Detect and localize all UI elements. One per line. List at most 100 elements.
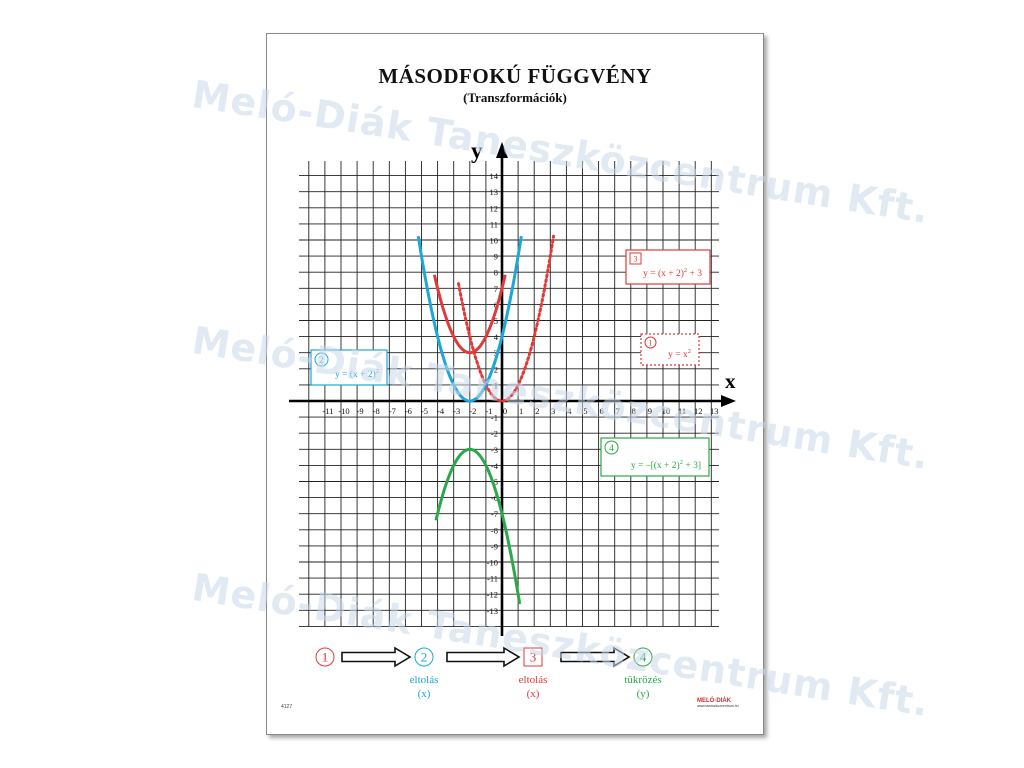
curve-4: [434, 447, 522, 605]
function-plot: xy-11 -10 -9 -8 -7 -6 -5 -4 -3 -2 -1 0 1 2 3 4 5 6 7 8 9 10 11…: [289, 138, 736, 700]
y-tick-label: -3: [491, 445, 498, 455]
legend-badge-number: 2: [319, 356, 324, 366]
transformation-flow: 1 2 3 4 eltolás (x) eltolás (x) tükrözés (y): [315, 646, 662, 700]
flow-sublabel: (y): [637, 688, 650, 700]
legend-formula: y = (x + 2)2: [335, 368, 379, 380]
x-tick-label: -7: [389, 406, 396, 416]
grid: [299, 161, 719, 627]
y-tick-label: 5: [494, 316, 498, 326]
legend-badge-number: 3: [634, 254, 638, 263]
y-tick-label: 13: [490, 187, 499, 197]
flow-step-1-number: 1: [322, 650, 329, 665]
flow-arrow-3: [560, 646, 631, 668]
y-tick-label: -11: [487, 574, 498, 584]
flow-arrow-2: [446, 646, 521, 668]
legend-badge-frame: [629, 252, 642, 265]
flow-label: tükrözés: [624, 674, 661, 686]
flow-step-3-number: 3: [530, 650, 537, 665]
y-tick-label: -6: [491, 493, 498, 503]
x-tick-label: 4: [567, 406, 572, 416]
logo-main-text: MELÓ-DIÁK: [697, 698, 731, 704]
x-axis-arrow: [721, 395, 736, 407]
y-tick-label: -1: [491, 413, 498, 423]
x-tick-label: 6: [599, 406, 603, 416]
x-tick-label: -2: [469, 406, 476, 416]
legend-badge-number: 4: [609, 444, 614, 454]
legend-box-1: 1 y = x2: [640, 333, 700, 366]
y-tick-label: 9: [494, 252, 498, 262]
x-tick-label: 8: [632, 406, 636, 416]
y-tick-label: -10: [487, 558, 498, 568]
y-tick-label: -9: [491, 541, 498, 551]
y-tick-label: -12: [487, 590, 498, 600]
x-tick-label: -11: [322, 406, 333, 416]
y-tick-label: 8: [494, 268, 498, 278]
curve-2: [416, 235, 523, 403]
tick-labels: -11 -10 -9 -8 -7 -6 -5 -4 -3 -2 -1 0 1 2 3 4 5 6 7 8 9 10 11 12…: [322, 171, 718, 616]
poster: MÁSODFOKÚ FÜGGVÉNY (Transzformációk) x y -…: [266, 33, 764, 735]
legend-box-3: 3 y = (x + 2)2 + 3: [625, 249, 711, 285]
page-title: MÁSODFOKÚ FÜGGVÉNY: [378, 64, 652, 88]
y-tick-label: -8: [491, 525, 498, 535]
y-tick-label: 11: [490, 219, 498, 229]
y-tick-label: 7: [494, 284, 498, 294]
y-tick-label: 4: [494, 332, 499, 342]
flow-label: eltolás: [519, 674, 548, 686]
y-tick-label: 3: [494, 348, 498, 358]
logo-url-text: www.taneszkozcentrum.hu: [697, 704, 739, 708]
y-axis-arrow: [496, 142, 508, 158]
y-tick-label: -4: [491, 461, 499, 471]
product-code: 4127: [281, 704, 293, 710]
x-tick-label: -6: [405, 406, 412, 416]
x-tick-label: 11: [678, 406, 686, 416]
flow-step-2-frame: [414, 647, 434, 667]
legend-box-2: 2 y = (x + 2)2: [310, 349, 388, 386]
x-tick-label: 0: [503, 406, 507, 416]
legend-frame: [600, 437, 710, 477]
x-tick-label: 2: [535, 406, 539, 416]
legend-badge-number: 1: [649, 338, 653, 347]
y-tick-label: 6: [494, 300, 498, 310]
legend-formula: y = x2: [668, 348, 691, 360]
curve-1: [457, 234, 556, 403]
x-tick-label: 1: [519, 406, 523, 416]
x-tick-label: -9: [357, 406, 364, 416]
flow-sublabel: (x): [527, 688, 540, 700]
y-tick-label: 12: [490, 203, 499, 213]
publisher-logo: MELÓ-DIÁK www.taneszkozcentrum.hu: [697, 698, 749, 712]
flow-step-4-frame: [633, 647, 653, 667]
x-tick-label: 7: [616, 406, 620, 416]
y-tick-label: -13: [487, 606, 498, 616]
legend-formula: y = –[(x + 2)2 + 3]: [631, 459, 701, 471]
x-tick-label: -1: [485, 406, 492, 416]
x-axis-label: x: [725, 369, 736, 393]
y-tick-label: -5: [491, 477, 498, 487]
x-tick-label: 3: [551, 406, 555, 416]
curve-3: [432, 274, 507, 355]
legend-badge-frame: [314, 352, 329, 367]
flow-arrow-1: [341, 646, 412, 668]
y-tick-label: -2: [491, 429, 498, 439]
x-tick-label: -8: [373, 406, 380, 416]
x-tick-label: 13: [710, 406, 719, 416]
x-tick-label: 5: [583, 406, 587, 416]
legend-box-4: 4 y = –[(x + 2)2 + 3]: [600, 437, 710, 477]
flow-label: eltolás: [410, 674, 439, 686]
flow-step-4-number: 4: [640, 650, 647, 665]
x-tick-label: -5: [421, 406, 428, 416]
y-tick-label: 2: [494, 364, 498, 374]
y-tick-label: 10: [490, 236, 499, 246]
flow-step-2-number: 2: [421, 650, 428, 665]
y-tick-label: -7: [491, 509, 498, 519]
legend-badge-frame: [644, 336, 657, 349]
page-subtitle: (Transzformációk): [463, 90, 567, 105]
x-tick-label: 9: [648, 406, 652, 416]
x-tick-label: -3: [453, 406, 460, 416]
flow-step-1-frame: [315, 647, 335, 667]
legend-formula: y = (x + 2)2 + 3: [643, 267, 702, 279]
y-tick-label: 14: [490, 171, 499, 181]
y-axis-label: y: [471, 138, 483, 163]
flow-sublabel: (x): [418, 688, 431, 700]
legend-badge-frame: [604, 440, 619, 455]
y-tick-label: 1: [494, 380, 498, 390]
